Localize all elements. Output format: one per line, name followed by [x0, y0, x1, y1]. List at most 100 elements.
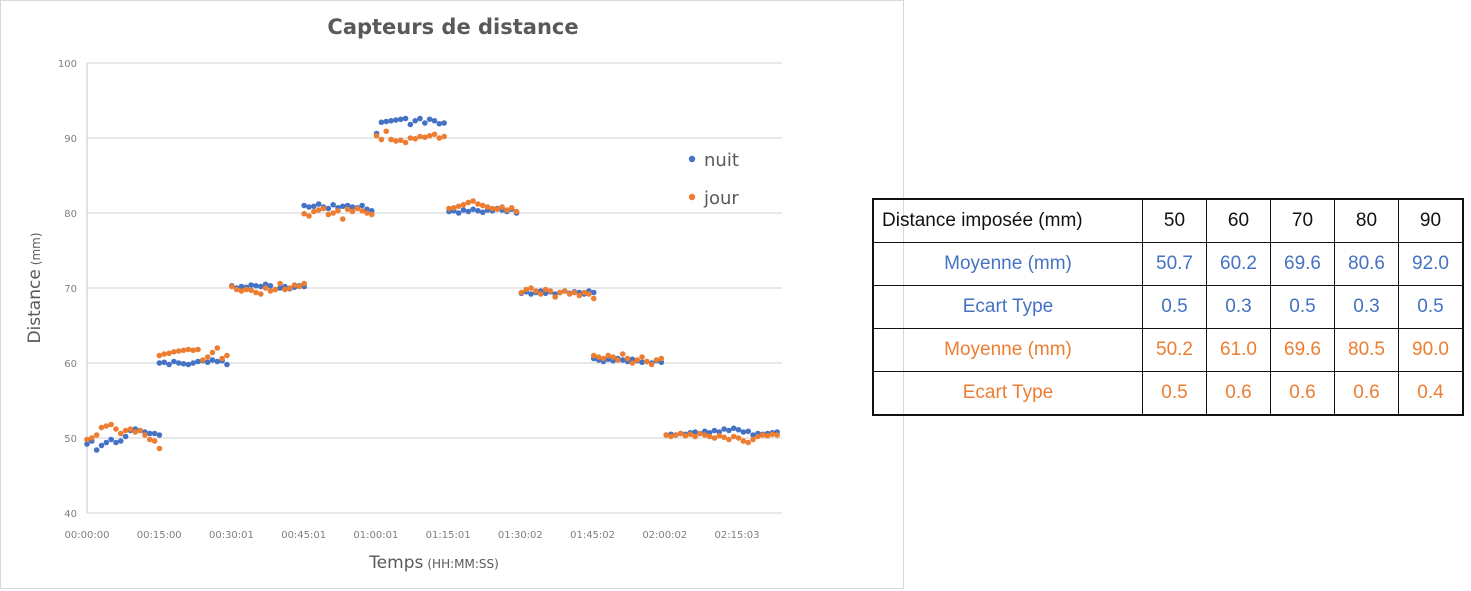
table-header-row: Distance imposée (mm) 50 60 70 80 90 [872, 198, 1464, 243]
data-point [557, 289, 563, 296]
data-point [397, 137, 404, 144]
data-point [441, 133, 447, 140]
data-point [436, 120, 443, 127]
table-cell: 0.3 [1206, 285, 1271, 329]
column-60: 60 [1206, 198, 1271, 243]
data-point [171, 358, 177, 365]
data-point [209, 357, 216, 363]
data-point [552, 294, 558, 300]
table-cell: 50.7 [1142, 242, 1207, 286]
data-point [455, 203, 462, 210]
row-label: Ecart Type [872, 371, 1143, 416]
data-point [103, 423, 110, 429]
data-point [200, 357, 206, 363]
data-point [663, 432, 669, 438]
data-point [422, 120, 428, 126]
data-point [537, 291, 544, 297]
data-point [388, 117, 394, 124]
table-cell: 0.6 [1334, 371, 1399, 416]
table-cell: 0.6 [1206, 371, 1271, 416]
data-point [494, 206, 501, 213]
legend-marker-nuit-icon [688, 155, 696, 163]
data-point [402, 139, 409, 146]
data-point [267, 282, 274, 289]
data-point [499, 204, 505, 210]
data-point [301, 210, 307, 217]
table-cell: 61.0 [1206, 328, 1271, 372]
data-point [204, 354, 211, 360]
data-point [716, 432, 723, 439]
table-row-jour-mean: Moyenne (mm) 50.2 61.0 69.6 80.5 90.0 [872, 328, 1464, 372]
data-point [272, 286, 279, 293]
column-50: 50 [1142, 198, 1207, 243]
data-point [156, 432, 163, 438]
data-point [774, 432, 780, 438]
data-point [523, 286, 530, 293]
data-point [455, 210, 462, 216]
data-point [161, 351, 168, 357]
series-jour [84, 128, 780, 452]
data-point [233, 286, 240, 293]
data-point [185, 361, 192, 368]
data-point [349, 208, 356, 215]
data-point [378, 136, 385, 143]
data-point [330, 210, 336, 216]
data-point [195, 358, 201, 365]
data-point [639, 359, 645, 366]
data-point [397, 116, 404, 123]
data-point [301, 202, 307, 209]
data-point [475, 207, 481, 214]
data-point [253, 282, 259, 289]
table-cell: 69.6 [1270, 242, 1335, 286]
data-point [513, 208, 520, 215]
data-point [132, 429, 139, 435]
data-point [98, 424, 105, 431]
data-point [504, 207, 510, 213]
data-point [113, 426, 119, 432]
x-tick-label: 01:15:01 [426, 530, 471, 541]
data-point [301, 280, 307, 287]
data-point [619, 357, 626, 363]
data-point [721, 426, 727, 432]
table-row-nuit-mean: Moyenne (mm) 50.7 60.2 69.6 80.6 92.0 [872, 242, 1464, 286]
data-point [460, 207, 467, 213]
data-point [562, 288, 568, 294]
data-point [682, 432, 689, 439]
data-point [238, 288, 245, 294]
y-tick-label: 90 [64, 134, 77, 145]
data-point [137, 427, 143, 434]
data-point [586, 291, 592, 297]
data-point [315, 201, 322, 207]
data-point [364, 210, 370, 216]
data-point [277, 285, 283, 291]
legend-item-nuit: nuit [688, 150, 739, 171]
data-point [214, 345, 221, 351]
data-point [518, 289, 525, 296]
data-point [277, 280, 283, 287]
data-point [653, 357, 660, 363]
data-point [740, 438, 747, 444]
data-point [750, 436, 756, 443]
data-point [431, 117, 438, 124]
data-point [508, 204, 515, 211]
data-point [330, 201, 336, 208]
data-point [644, 358, 650, 365]
data-point [479, 209, 486, 216]
data-point [441, 120, 447, 126]
data-point [619, 351, 626, 357]
data-point [528, 285, 534, 291]
chart-container: Capteurs de distance [0, 0, 904, 589]
data-point [108, 436, 114, 443]
data-point [359, 207, 365, 214]
data-point [590, 352, 597, 359]
header-label: Distance imposée (mm) [872, 198, 1143, 243]
data-point [156, 360, 163, 366]
data-point [740, 429, 747, 435]
data-point [204, 359, 211, 366]
data-point [142, 432, 148, 438]
column-80: 80 [1334, 198, 1399, 243]
y-tick-label: 50 [64, 434, 77, 445]
data-point [185, 346, 192, 353]
x-tick-label: 01:30:02 [498, 530, 543, 541]
table-cell: 0.5 [1142, 285, 1207, 329]
